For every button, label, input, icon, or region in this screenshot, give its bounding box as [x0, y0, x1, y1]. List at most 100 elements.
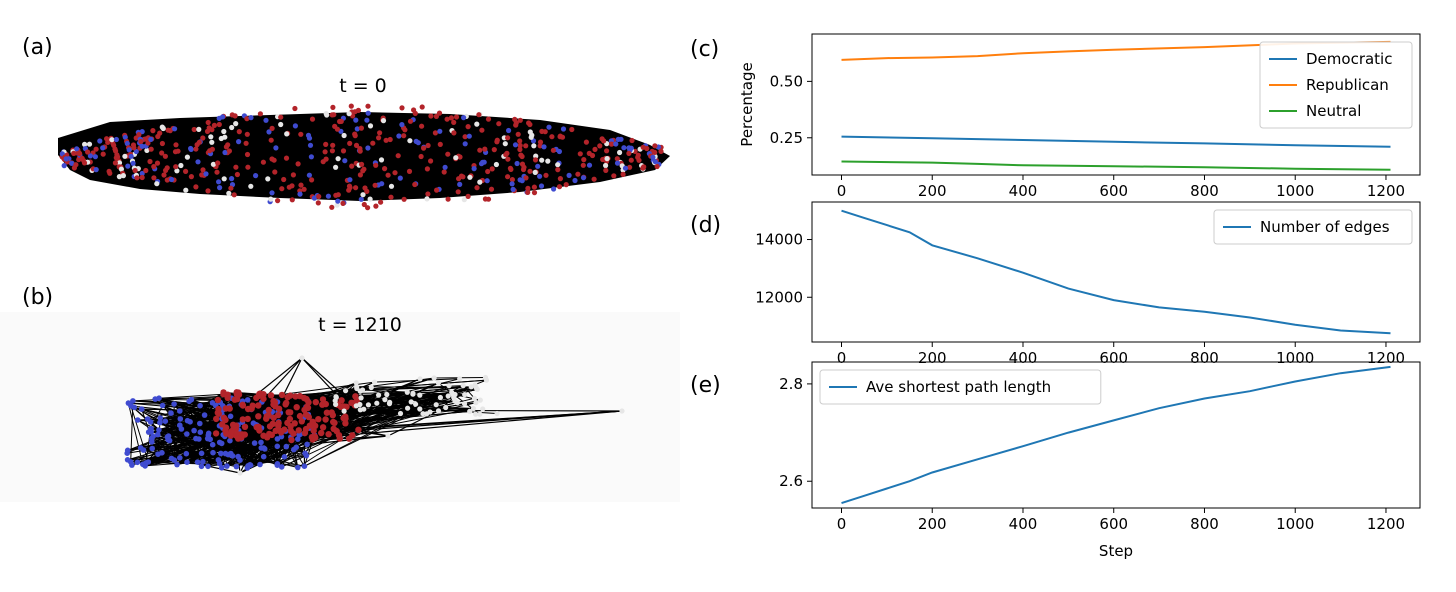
network-node	[413, 401, 419, 407]
network-node	[310, 427, 317, 434]
network-node	[338, 118, 344, 124]
x-tick-label: 400	[1009, 515, 1038, 533]
network-node	[134, 417, 141, 423]
network-node	[652, 143, 658, 149]
network-node	[232, 113, 238, 119]
network-edge	[242, 357, 303, 406]
network-node	[231, 192, 237, 198]
network-node	[128, 153, 134, 160]
network-node	[234, 171, 240, 178]
network-node	[407, 118, 414, 124]
network-node	[229, 124, 235, 131]
network-node	[174, 461, 180, 468]
network-node	[441, 169, 447, 175]
network-node	[316, 193, 322, 200]
network-node	[159, 450, 165, 456]
network-node	[532, 169, 538, 175]
network-node	[107, 170, 113, 176]
network-node	[472, 382, 478, 388]
network-node	[284, 394, 291, 401]
network-node	[196, 126, 202, 132]
network-node	[296, 412, 304, 420]
network-node	[457, 154, 463, 160]
network-node	[432, 130, 438, 136]
network-node	[424, 166, 430, 172]
network-node	[235, 435, 242, 442]
x-tick-label: 400	[1009, 182, 1038, 200]
network-node	[478, 161, 485, 167]
network-node	[528, 134, 534, 140]
network-node	[479, 127, 485, 133]
network-node	[437, 141, 443, 147]
network-node	[307, 142, 314, 148]
network-node	[177, 408, 183, 414]
network-node	[614, 156, 620, 162]
network-node	[550, 147, 557, 153]
network-node	[322, 416, 329, 423]
network-node	[541, 144, 547, 150]
network-node	[399, 105, 405, 111]
network-node	[302, 411, 310, 418]
network-node	[353, 117, 359, 123]
network-node	[556, 184, 563, 190]
network-node	[219, 421, 226, 428]
network-node	[615, 136, 621, 142]
chart-number-of-edges: 0 200 400 600 800 1000 1200 12000 14000 Number of…	[755, 201, 1421, 367]
network-node	[349, 163, 355, 169]
network-node	[355, 426, 362, 433]
network-node	[143, 136, 149, 142]
network-node	[332, 123, 338, 129]
x-tick-label: 1000	[1276, 349, 1314, 367]
network-node	[268, 137, 274, 143]
network-node	[491, 147, 497, 153]
network-node	[525, 189, 531, 195]
network-node	[526, 120, 532, 126]
plot-frame	[811, 201, 1421, 343]
network-node	[283, 443, 290, 450]
network-node	[518, 152, 524, 158]
network-node	[188, 174, 194, 180]
network-edge	[304, 393, 454, 467]
network-node	[236, 129, 242, 135]
network-node	[312, 422, 319, 429]
network-node	[81, 160, 88, 166]
network-node	[462, 392, 468, 398]
network-node	[159, 402, 166, 409]
network-node	[207, 148, 213, 154]
network-node	[523, 143, 529, 149]
network-node	[353, 185, 359, 191]
network-node	[404, 389, 410, 395]
network-t0-title: t = 0	[339, 75, 387, 97]
network-node	[227, 413, 234, 420]
network-node	[260, 453, 267, 460]
network-node	[173, 164, 179, 170]
network-node	[517, 117, 523, 123]
network-node	[373, 162, 379, 168]
network-node	[293, 404, 300, 411]
network-node	[341, 408, 347, 414]
network-node	[531, 143, 537, 149]
network-node	[164, 177, 170, 183]
panel-label-a: (a)	[22, 35, 53, 60]
network-node	[69, 160, 75, 166]
panel-label-e: (e)	[690, 373, 721, 398]
x-tick-label: 1200	[1367, 182, 1405, 200]
network-node	[244, 397, 251, 403]
network-node	[494, 137, 500, 143]
network-node	[523, 175, 529, 181]
network-node	[278, 391, 286, 399]
network-node	[342, 420, 349, 427]
network-node	[621, 145, 627, 151]
network-node	[279, 186, 285, 192]
network-node	[100, 151, 106, 157]
network-node	[222, 149, 228, 156]
network-node	[461, 197, 467, 203]
network-node	[383, 137, 389, 143]
x-tick-label: 200	[918, 349, 947, 367]
network-node	[154, 181, 160, 187]
network-node	[144, 147, 150, 153]
network-node	[508, 166, 514, 172]
legend: Number of edges	[1213, 209, 1413, 245]
network-node	[301, 463, 308, 470]
network-node	[273, 145, 279, 151]
